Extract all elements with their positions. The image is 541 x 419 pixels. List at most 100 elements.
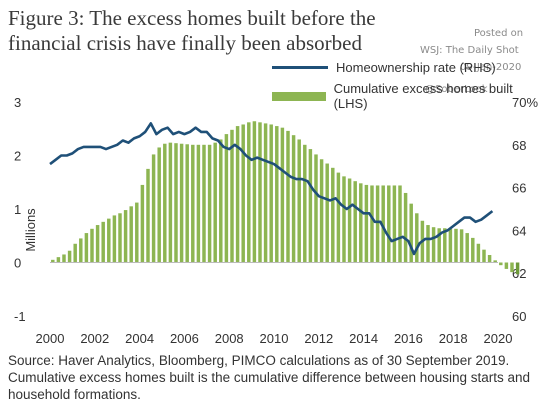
bar (275, 126, 279, 263)
bar (269, 124, 273, 263)
bar (51, 259, 55, 263)
chart-plot: -10123606264666870%200020022004200620082… (14, 95, 538, 346)
legend-item-excess-homes: Cumulative excess homes built (LHS) (272, 81, 541, 111)
x-tick-label: 2016 (394, 331, 423, 346)
legend-swatch-bar (272, 91, 326, 101)
bar (515, 262, 520, 275)
bar (247, 122, 251, 263)
bar (135, 202, 139, 263)
bar (319, 159, 324, 263)
bar (443, 228, 447, 263)
bar (381, 185, 385, 263)
bar (146, 168, 150, 263)
legend-label-excess-homes: Cumulative excess homes built (LHS) (333, 81, 513, 111)
bar (280, 127, 285, 263)
legend-label-homeownership: Homeownership rate (RHS) (336, 60, 496, 75)
watermark-handle: @SoberLook (425, 84, 488, 95)
bar (364, 184, 369, 263)
y-right-tick-label: 66 (512, 181, 526, 196)
bar (437, 228, 441, 263)
watermark-date: 09-Jan-2020 (460, 62, 522, 73)
bar (207, 144, 212, 263)
x-tick-label: 2012 (304, 331, 333, 346)
bar (415, 213, 419, 263)
y-left-tick-label: 0 (14, 256, 21, 271)
bar (157, 147, 161, 263)
bar (90, 228, 94, 263)
bar (202, 144, 206, 263)
bar (79, 238, 83, 263)
y-right-tick-label: 68 (512, 138, 526, 153)
bar (185, 144, 189, 263)
y-right-tick-label: 60 (512, 309, 526, 324)
bar (359, 183, 363, 263)
bar (375, 185, 380, 263)
bar (73, 243, 77, 263)
bar (336, 172, 341, 263)
bar (476, 243, 481, 263)
y-right-tick-label: 64 (512, 223, 526, 238)
bar (387, 185, 391, 263)
bar (123, 210, 128, 263)
bar (398, 185, 402, 263)
source-note: Source: Haver Analytics, Bloomberg, PIMC… (8, 353, 531, 402)
watermark-source: WSJ: The Daily Shot (420, 45, 519, 56)
bar (403, 192, 408, 263)
x-tick-label: 2020 (484, 331, 513, 346)
legend-item-homeownership: Homeownership rate (RHS) (272, 60, 496, 75)
bar (448, 228, 453, 263)
x-tick-label: 2018 (439, 331, 468, 346)
homeownership-line (49, 122, 494, 256)
bar (67, 250, 72, 263)
bar (179, 143, 184, 263)
bar (213, 142, 217, 263)
bar (118, 213, 122, 263)
bar (95, 225, 100, 263)
chart-title: Figure 3: The excess homes built before … (8, 6, 376, 55)
y-axis-label: Millions (23, 208, 38, 252)
bar (151, 154, 156, 263)
bar (101, 221, 105, 263)
y-left-tick-label: -1 (14, 309, 26, 324)
y-left-tick-label: 2 (14, 149, 21, 164)
bar (493, 260, 497, 263)
bar (510, 262, 514, 273)
bar (107, 218, 111, 263)
bar (308, 149, 313, 263)
bar (62, 254, 66, 263)
bar (258, 122, 262, 263)
bar (303, 144, 307, 263)
bar (191, 144, 195, 263)
bar (196, 144, 201, 263)
y-left-tick-label: 1 (14, 202, 21, 217)
bar (392, 185, 397, 263)
bar (140, 184, 145, 263)
y-left-tick-label: 3 (14, 95, 21, 110)
bar (84, 233, 89, 263)
bar (252, 121, 257, 263)
bar (235, 126, 240, 263)
bar (263, 123, 268, 263)
bar (471, 237, 475, 263)
bar (454, 228, 458, 263)
bar (409, 203, 413, 263)
bar (291, 135, 296, 263)
x-tick-label: 2002 (80, 331, 109, 346)
legend-swatch-line (272, 66, 328, 69)
bar (297, 139, 301, 263)
bar (342, 176, 346, 263)
bar (129, 206, 133, 263)
bar (331, 167, 335, 263)
bar (499, 262, 503, 266)
bar (431, 227, 436, 263)
bar (482, 249, 486, 263)
bar (504, 262, 509, 269)
bar (370, 185, 374, 263)
bar (459, 229, 464, 263)
bar (230, 129, 234, 263)
y-right-tick-label: 70% (512, 95, 538, 110)
bar (112, 215, 117, 263)
x-tick-label: 2006 (170, 331, 199, 346)
bar (56, 257, 61, 263)
x-tick-label: 2000 (36, 331, 65, 346)
